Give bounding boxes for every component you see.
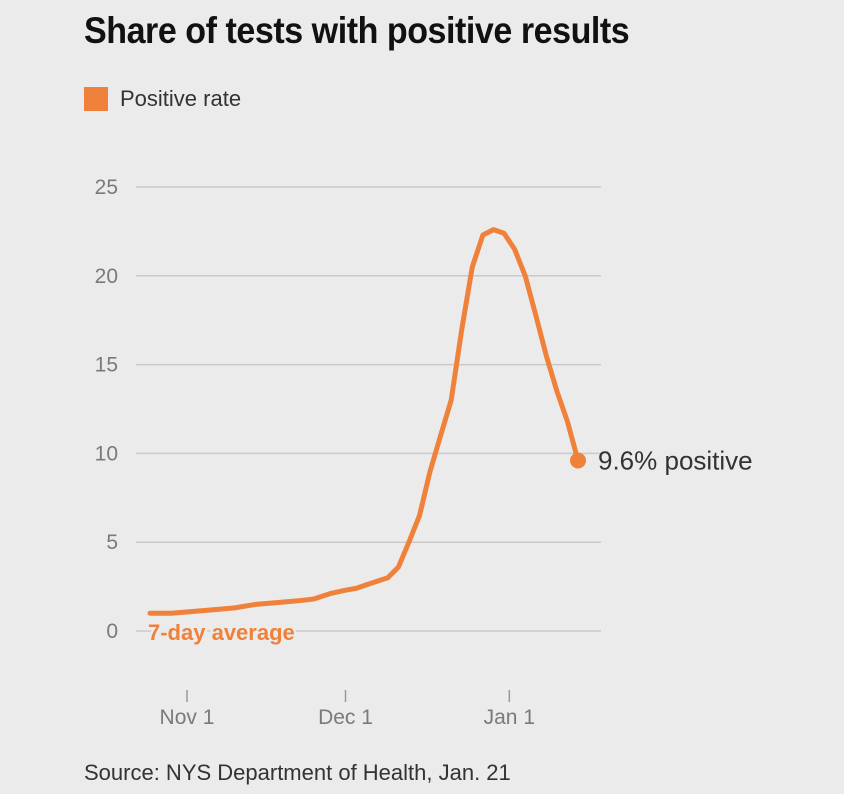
y-tick-label: 20 (95, 265, 118, 288)
endpoint-marker (570, 452, 587, 469)
legend-swatch (84, 87, 108, 111)
series-line-positive-rate (147, 227, 581, 616)
legend-label: Positive rate (120, 86, 242, 111)
source-note: Source: NYS Department of Health, Jan. 2… (84, 760, 511, 785)
series-annotation: 7-day average (148, 620, 295, 645)
y-tick-label: 25 (95, 176, 118, 199)
y-tick-label: 0 (106, 620, 118, 643)
y-tick-label: 10 (95, 442, 118, 465)
endpoint-label: 9.6% positive (598, 446, 753, 476)
gridlines (136, 186, 601, 632)
x-tick-label: Dec 1 (318, 706, 373, 729)
chart-title: Share of tests with positive results (84, 10, 630, 51)
y-tick-label: 15 (95, 354, 118, 377)
x-axis-ticks: Nov 1 Dec 1 Jan 1 (160, 690, 535, 729)
x-tick-label: Jan 1 (484, 706, 535, 729)
y-tick-label: 5 (106, 531, 118, 554)
y-axis-tick-labels: 0 5 10 15 20 25 (95, 176, 118, 643)
legend: Positive rate (84, 86, 241, 112)
x-tick-label: Nov 1 (160, 706, 215, 729)
